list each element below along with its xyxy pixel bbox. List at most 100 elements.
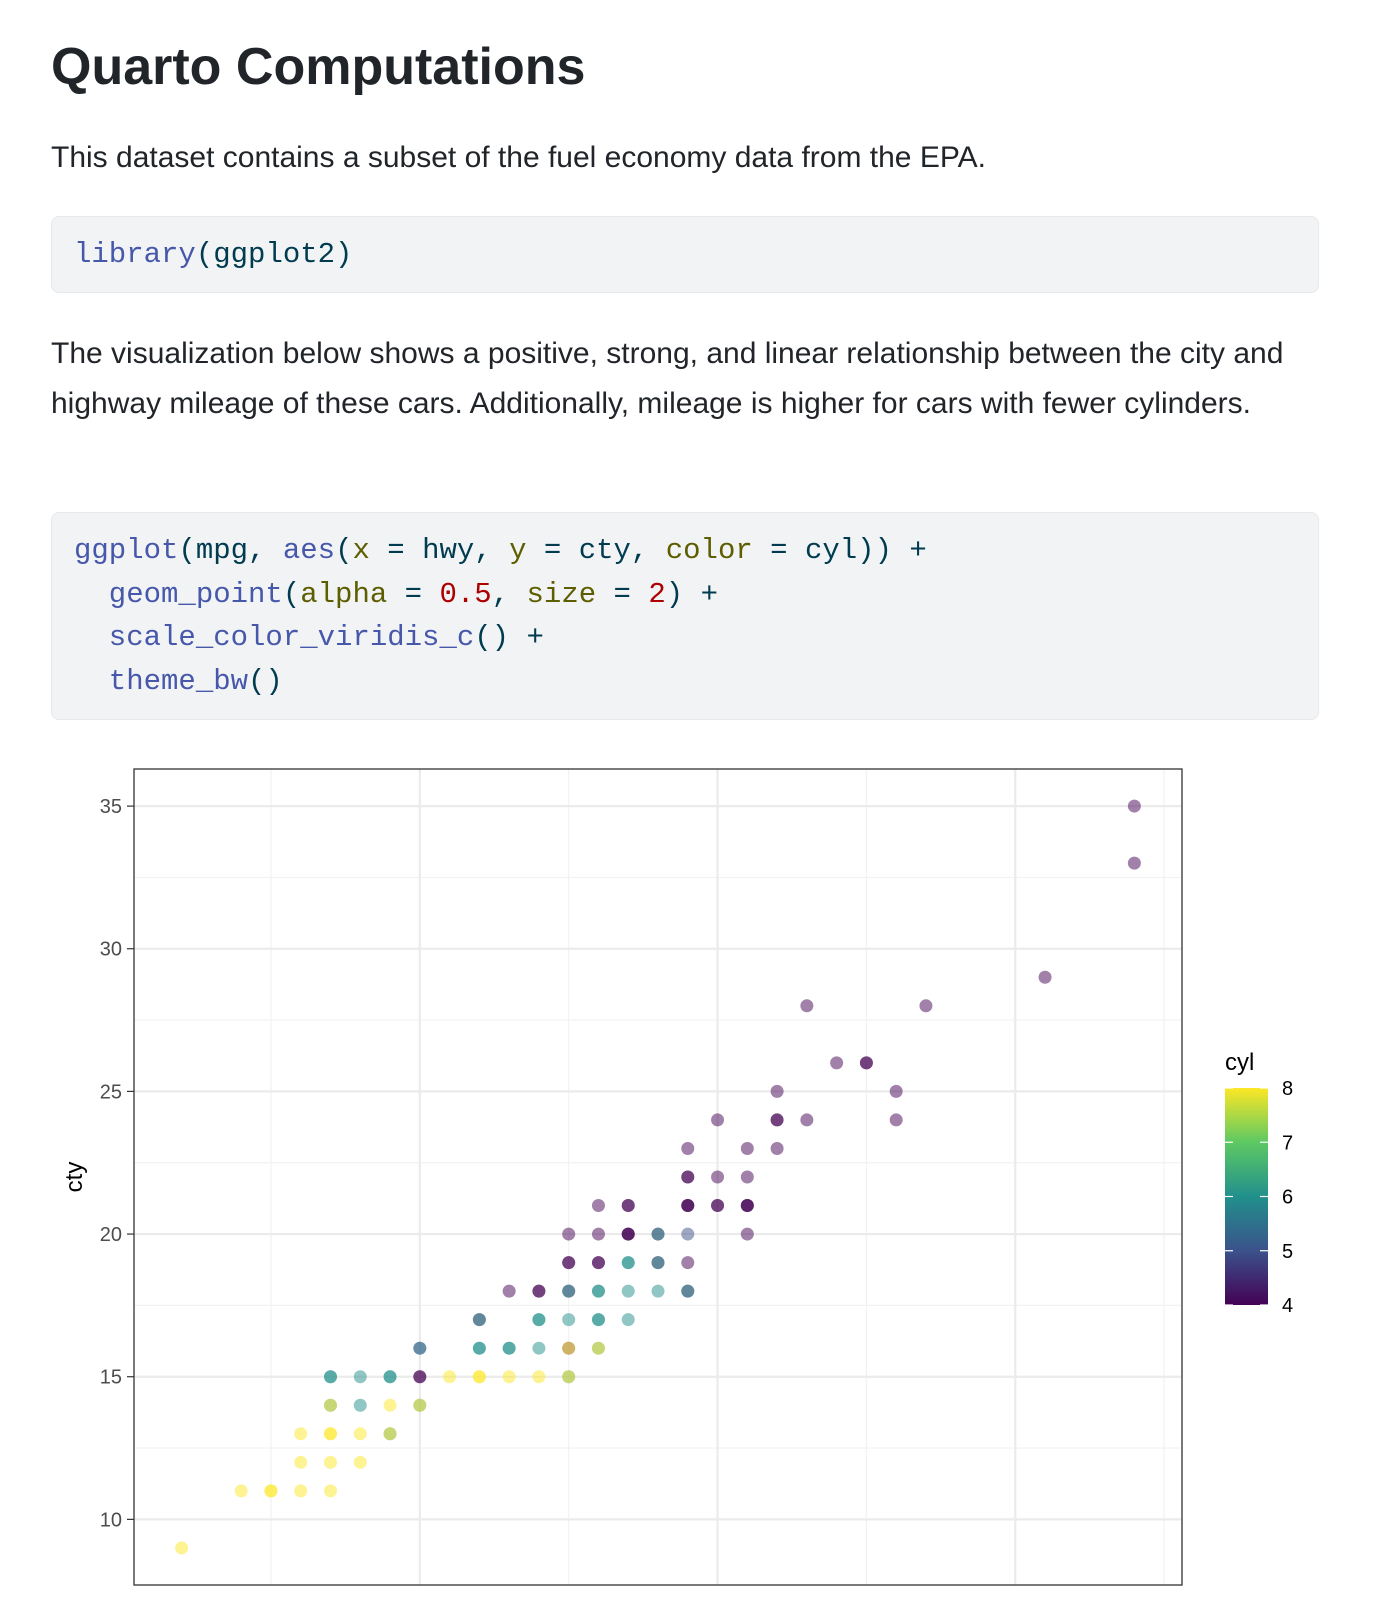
code-token: y <box>509 534 527 567</box>
legend-label: 5 <box>1282 1241 1293 1263</box>
point <box>889 1084 903 1098</box>
point <box>681 1256 695 1270</box>
point <box>740 1170 754 1184</box>
point <box>413 1398 427 1412</box>
y-tick-label: 15 <box>100 1367 122 1389</box>
point <box>264 1484 278 1498</box>
point <box>711 1199 725 1213</box>
legend-label: 7 <box>1282 1132 1293 1154</box>
code-token: = <box>596 577 649 611</box>
point <box>324 1370 337 1384</box>
point <box>562 1284 576 1298</box>
point <box>621 1256 635 1270</box>
point <box>651 1227 665 1241</box>
point <box>324 1398 337 1412</box>
point <box>532 1341 546 1355</box>
point <box>472 1370 486 1384</box>
point <box>681 1199 695 1213</box>
point <box>562 1341 576 1355</box>
y-tick-label: 10 <box>100 1509 122 1531</box>
point <box>532 1313 546 1327</box>
point <box>562 1370 576 1384</box>
point <box>443 1370 457 1384</box>
point <box>1127 856 1141 870</box>
point <box>621 1313 635 1327</box>
code-token: scale_color_viridis_c <box>74 621 475 655</box>
point <box>353 1398 367 1412</box>
point <box>770 1141 784 1155</box>
point <box>711 1170 725 1184</box>
point <box>681 1141 695 1155</box>
paragraph: The visualization below shows a positive… <box>51 337 1284 420</box>
point <box>770 1084 784 1098</box>
point <box>591 1227 605 1241</box>
paragraph: This dataset contains a subset of the fu… <box>51 141 986 174</box>
y-tick-label: 30 <box>100 939 122 961</box>
point <box>562 1227 576 1241</box>
point <box>740 1141 754 1155</box>
code-token: = <box>387 577 440 611</box>
code-token: = cty, <box>526 534 666 567</box>
point <box>234 1484 248 1498</box>
code-token: () + <box>474 621 544 655</box>
point <box>324 1427 337 1441</box>
code-token: geom_point <box>74 577 283 611</box>
point <box>889 1113 903 1127</box>
y-tick-label: 25 <box>100 1081 122 1103</box>
point <box>621 1227 635 1241</box>
panel-border <box>133 768 1183 1586</box>
code-token: ggplot <box>74 534 179 567</box>
point <box>502 1284 516 1298</box>
point <box>324 1455 337 1469</box>
point <box>740 1199 754 1213</box>
point <box>770 1113 784 1127</box>
point <box>353 1455 367 1469</box>
panel <box>134 769 1182 1585</box>
point <box>383 1370 397 1384</box>
point <box>651 1284 665 1298</box>
code-token: aes <box>282 534 336 567</box>
chart: 10 15 20 25 30 35 cty cyl 4 5 6 7 8 <box>61 768 1293 1586</box>
code-token: = cyl)) + <box>752 534 927 567</box>
code-token: alpha <box>300 577 388 611</box>
code-token: ) + <box>665 577 718 611</box>
point <box>353 1427 367 1441</box>
point <box>472 1341 486 1355</box>
point <box>383 1398 397 1412</box>
code-line: geom_point(alpha = 0.5, size = 2) + <box>52 573 1318 617</box>
point <box>294 1427 308 1441</box>
point <box>681 1170 695 1184</box>
point <box>502 1370 516 1384</box>
point <box>562 1256 576 1270</box>
point <box>294 1455 308 1469</box>
point <box>740 1227 754 1241</box>
code-token: = hwy, <box>369 534 510 567</box>
legend-label: 6 <box>1282 1187 1293 1209</box>
code-token: ( <box>335 534 353 567</box>
code-line: scale_color_viridis_c() + <box>52 616 1318 660</box>
y-tick-label: 20 <box>100 1224 122 1246</box>
point <box>621 1199 635 1213</box>
code-line: theme_bw() <box>52 660 1318 704</box>
code-block: library(ggplot2) <box>51 216 1319 293</box>
point <box>800 1113 814 1127</box>
code-token: color <box>665 534 753 567</box>
point <box>681 1227 695 1241</box>
point <box>711 1113 725 1127</box>
code-token: ( <box>282 577 301 611</box>
point <box>175 1541 189 1555</box>
point <box>919 999 933 1013</box>
legend-title: cyl <box>1225 1049 1254 1076</box>
point <box>621 1284 635 1298</box>
y-axis-label: cty <box>61 1162 88 1193</box>
code-token: 2 <box>648 577 666 611</box>
point <box>502 1341 516 1355</box>
point <box>294 1484 308 1498</box>
page-title: Quarto Computations <box>51 38 586 96</box>
code-token: (mpg, <box>178 534 283 567</box>
code-token: , <box>491 577 527 611</box>
point <box>591 1284 605 1298</box>
code-token: library <box>74 238 196 271</box>
point <box>562 1313 576 1327</box>
